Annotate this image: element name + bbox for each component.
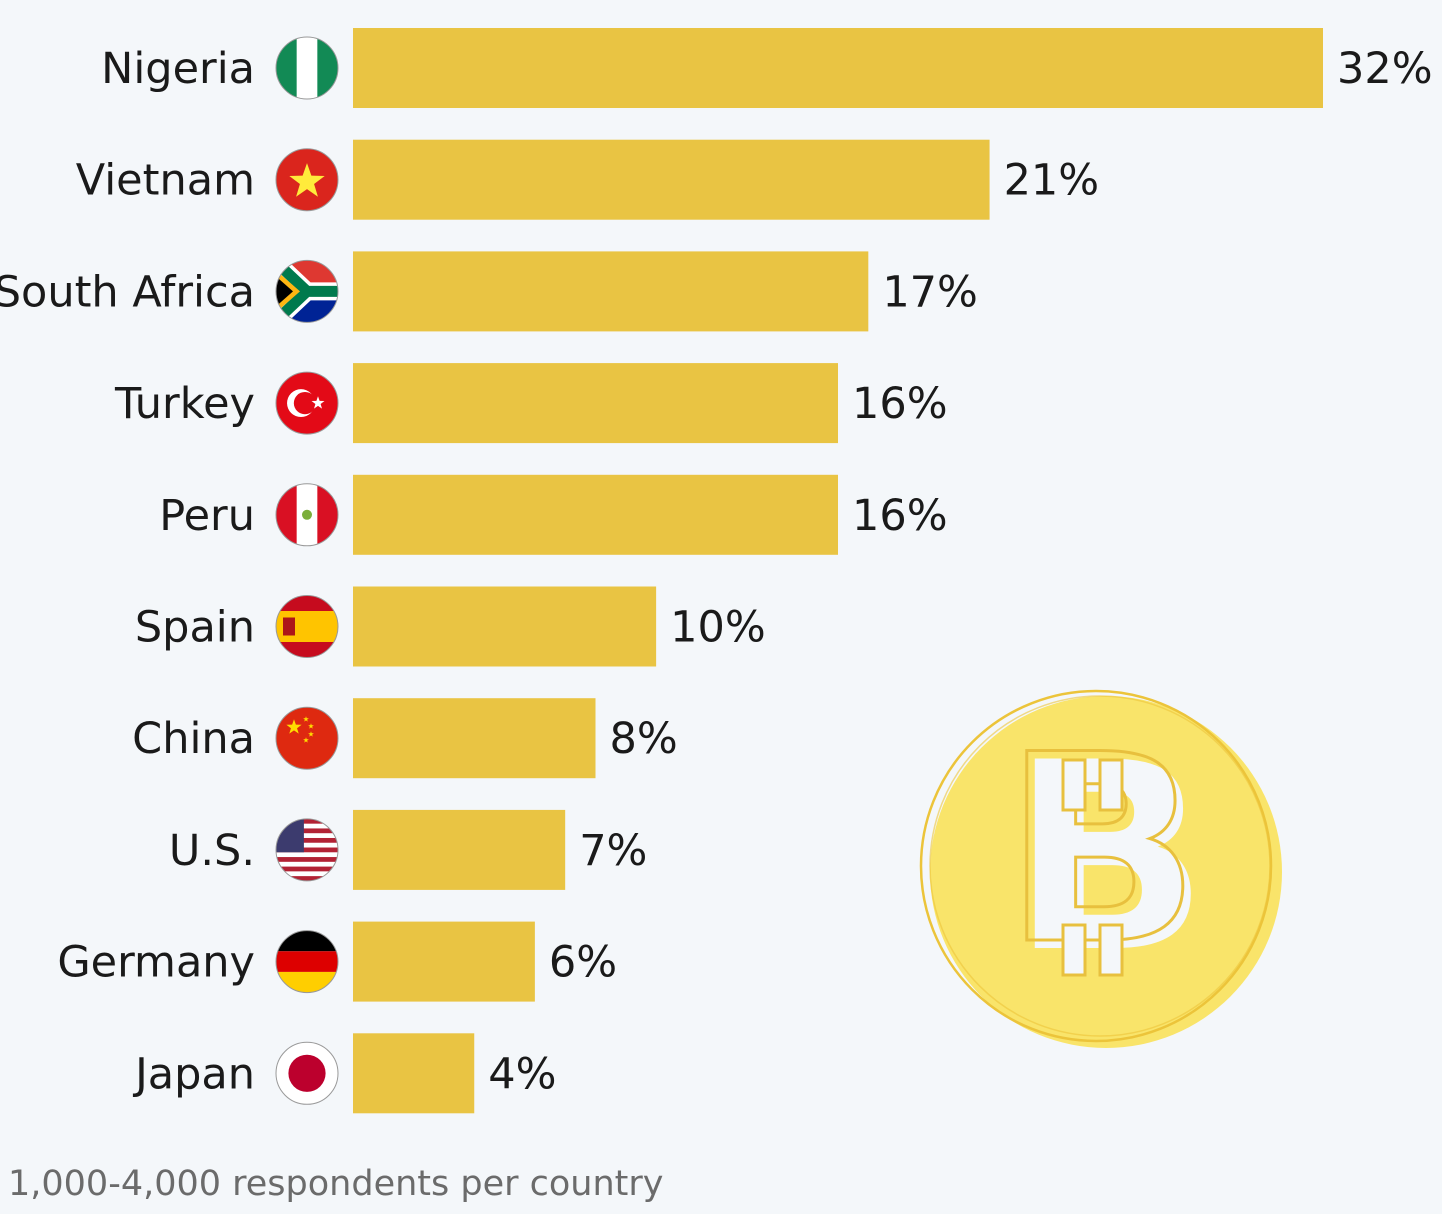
- bar: [353, 1033, 475, 1114]
- bar: [353, 139, 990, 220]
- footnote: 1,000-4,000 respondents per country: [8, 1164, 664, 1204]
- bar: [353, 921, 535, 1002]
- bar: [353, 809, 566, 890]
- spain-flag-icon: [275, 595, 339, 658]
- category-label: Spain: [135, 603, 255, 653]
- south-africa-flag-icon: [275, 259, 339, 323]
- bar: [353, 251, 869, 332]
- bar: [353, 363, 838, 444]
- value-label: 6%: [549, 938, 617, 988]
- japan-flag-icon: [275, 1041, 339, 1105]
- bitcoin-coin-icon: B B: [919, 689, 1282, 1048]
- nigeria-flag-icon: [275, 36, 339, 100]
- value-label: 7%: [579, 826, 647, 876]
- bar: [353, 28, 1323, 108]
- value-label: 16%: [852, 379, 948, 429]
- value-label: 21%: [1004, 156, 1100, 206]
- us-flag-icon: [275, 818, 339, 882]
- category-label: South Africa: [0, 267, 255, 317]
- value-label: 10%: [670, 603, 766, 653]
- bar: [353, 698, 596, 779]
- category-label: Nigeria: [101, 44, 255, 94]
- category-label: Germany: [57, 938, 255, 988]
- value-label: 17%: [882, 267, 978, 317]
- bar: [353, 586, 657, 667]
- category-label: U.S.: [169, 826, 255, 876]
- value-label: 4%: [488, 1049, 556, 1099]
- value-label: 16%: [852, 491, 948, 541]
- category-label: Japan: [132, 1049, 255, 1099]
- china-flag-icon: [275, 706, 339, 770]
- turkey-flag-icon: [275, 371, 339, 435]
- value-label: 32%: [1337, 44, 1433, 94]
- value-label: 8%: [610, 714, 678, 764]
- vietnam-flag-icon: [275, 148, 339, 212]
- germany-flag-icon: [275, 930, 339, 994]
- peru-flag-icon: [275, 483, 339, 547]
- category-label: China: [132, 714, 255, 764]
- category-label: Turkey: [114, 379, 255, 429]
- bar: [353, 474, 838, 555]
- category-label: Vietnam: [76, 156, 255, 206]
- category-label: Peru: [159, 491, 255, 541]
